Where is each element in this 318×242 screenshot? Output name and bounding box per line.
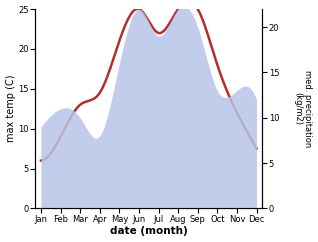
X-axis label: date (month): date (month) (110, 227, 188, 236)
Y-axis label: max temp (C): max temp (C) (5, 75, 16, 143)
Y-axis label: med. precipitation
(kg/m2): med. precipitation (kg/m2) (293, 70, 313, 147)
